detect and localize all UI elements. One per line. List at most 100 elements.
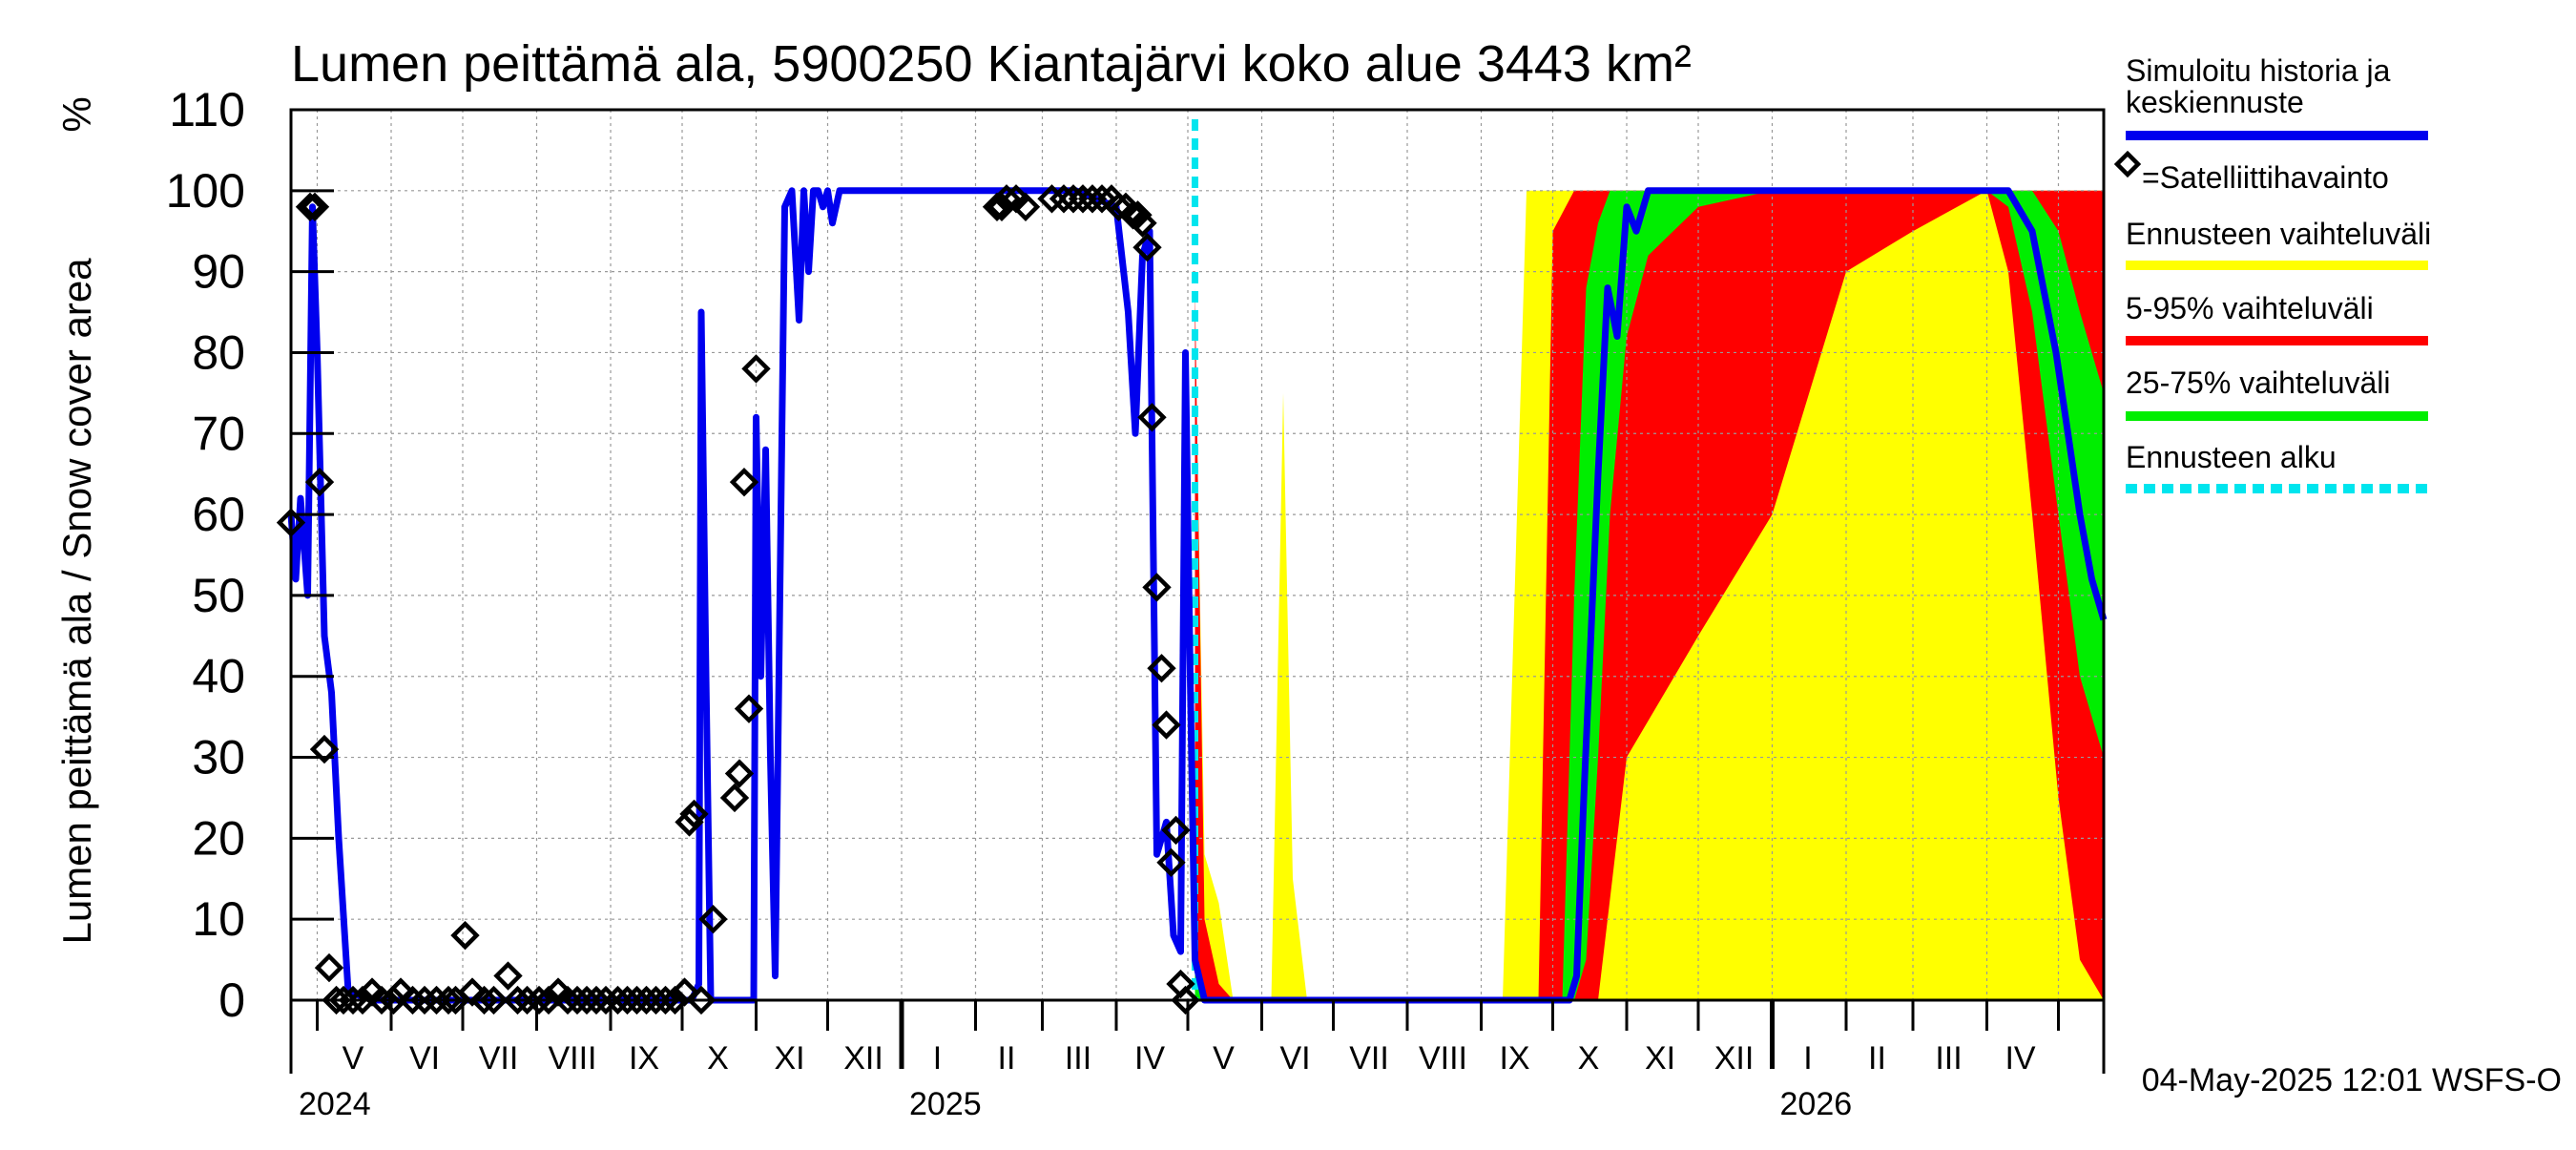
observation-point <box>591 985 621 1015</box>
x-month-label: II <box>1868 1040 1886 1077</box>
grid <box>291 109 2104 1001</box>
observation-point <box>1132 233 1162 262</box>
y-tick-label: 0 <box>218 973 245 1027</box>
y-tick-label: 30 <box>192 731 245 784</box>
observation-point <box>613 985 642 1015</box>
x-month-label: VIII <box>1419 1040 1467 1077</box>
observation-point <box>450 920 480 951</box>
y-tick-label: 100 <box>166 164 245 218</box>
observation-point <box>479 985 509 1015</box>
observation-point <box>651 985 680 1015</box>
observation-point <box>379 985 408 1015</box>
legend-marker-diamond <box>2113 150 2142 178</box>
observation-point <box>347 985 378 1015</box>
observation-point <box>670 977 699 1007</box>
y-tick-label: 80 <box>192 325 245 379</box>
x-month-label: III <box>1935 1040 1962 1077</box>
x-month-label: II <box>998 1040 1016 1077</box>
observation-point <box>1077 184 1108 214</box>
observation-point <box>1137 403 1167 432</box>
observation-point <box>457 977 488 1007</box>
x-year-label: 2024 <box>299 1086 371 1122</box>
observation-point <box>562 985 592 1015</box>
observation-point <box>1128 208 1157 238</box>
observation-point <box>679 799 709 829</box>
y-tick-label: 10 <box>192 892 245 946</box>
observation-point <box>1123 200 1153 230</box>
observation-point <box>314 952 344 983</box>
observation-point <box>622 985 652 1015</box>
legend-label: 5-95% vaihteluväli <box>2126 291 2374 325</box>
observation-point <box>991 184 1022 214</box>
observation-point <box>724 759 755 788</box>
observation-point <box>1161 815 1191 846</box>
observation-point <box>698 904 728 934</box>
x-month-label: IX <box>629 1040 659 1077</box>
observation-point <box>641 985 671 1015</box>
observation-point <box>304 467 335 497</box>
observation-point <box>1104 192 1133 221</box>
observation-point <box>729 467 759 497</box>
observation-point <box>1010 192 1041 221</box>
observation-point <box>741 354 771 384</box>
legend-label: =Satelliittihavainto <box>2142 160 2389 195</box>
x-month-label: IV <box>2005 1040 2035 1077</box>
observation-point <box>1156 847 1186 877</box>
observation-point <box>603 985 633 1015</box>
legend-label: Ennusteen alku <box>2126 440 2337 474</box>
satellite-observations <box>276 184 1200 1015</box>
observation-point <box>982 192 1012 221</box>
observation-point <box>503 985 532 1015</box>
y-tick-label: 60 <box>192 488 245 541</box>
observation-point <box>433 985 464 1015</box>
y-tick-label: 90 <box>192 245 245 299</box>
observation-point <box>512 985 542 1015</box>
y-axis-unit: % <box>54 96 99 132</box>
observation-point <box>469 985 499 1015</box>
x-month-label: XI <box>1645 1040 1675 1077</box>
observation-point <box>1171 985 1200 1015</box>
x-year-label: 2025 <box>909 1086 982 1122</box>
x-month-label: VI <box>1279 1040 1310 1077</box>
observation-point <box>409 985 440 1015</box>
y-tick-label: 20 <box>192 811 245 865</box>
observation-point <box>493 961 523 991</box>
x-month-label: I <box>933 1040 942 1077</box>
observation-point <box>422 985 451 1015</box>
observation-point <box>1037 184 1067 214</box>
y-axis-label: Lumen peittämä ala / Snow cover area <box>54 258 99 945</box>
x-month-label: X <box>707 1040 729 1077</box>
observation-point <box>719 783 750 813</box>
observation-point <box>295 192 325 221</box>
y-tick-label: 50 <box>192 569 245 622</box>
observation-point <box>571 985 602 1015</box>
observation-point <box>1058 184 1089 214</box>
observation-point <box>338 985 368 1015</box>
observation-point <box>675 807 704 837</box>
chart-title: Lumen peittämä ala, 5900250 Kiantajärvi … <box>291 35 1692 93</box>
observation-point <box>385 977 416 1007</box>
x-month-label: X <box>1578 1040 1600 1077</box>
x-year-label: 2026 <box>1780 1086 1853 1122</box>
observation-point <box>581 985 612 1015</box>
x-month-label: IV <box>1134 1040 1165 1077</box>
timestamp-label: 04-May-2025 12:01 WSFS-O <box>2142 1062 2562 1098</box>
observation-point <box>300 192 330 221</box>
observation-point <box>309 734 340 764</box>
observation-point <box>524 985 554 1015</box>
observation-point <box>1068 184 1098 214</box>
observation-point <box>552 985 583 1015</box>
observation-point <box>533 985 564 1015</box>
observation-point <box>660 985 690 1015</box>
observation-point <box>366 985 397 1015</box>
legend-label: Ennusteen vaihteluväli <box>2126 217 2431 251</box>
observation-point <box>686 985 717 1015</box>
x-month-label: V <box>1213 1040 1235 1077</box>
observation-point <box>1147 654 1176 683</box>
x-month-label: VIII <box>548 1040 596 1077</box>
x-month-label: VI <box>409 1040 440 1077</box>
